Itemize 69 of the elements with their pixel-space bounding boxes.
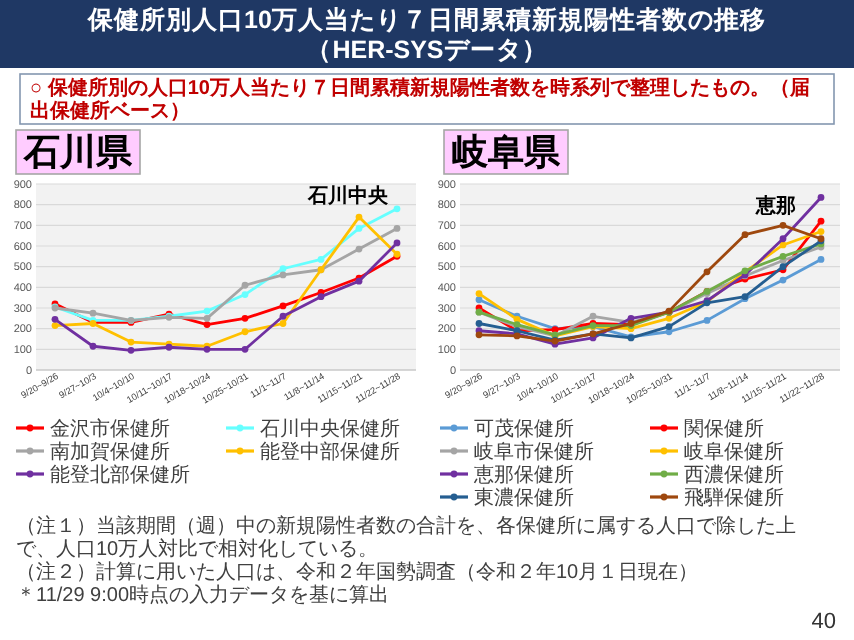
point (817, 217, 825, 225)
point (241, 328, 249, 336)
legend-label: 岐阜保健所 (684, 440, 784, 464)
point (203, 314, 211, 322)
point (203, 307, 211, 315)
point (127, 346, 135, 354)
annotation: 石川中央 (306, 184, 390, 208)
legend-label: 飛騨保健所 (684, 486, 784, 510)
point (127, 338, 135, 346)
point (279, 265, 287, 273)
point (279, 271, 287, 279)
point (51, 315, 59, 323)
point (817, 228, 825, 235)
point (393, 225, 401, 232)
legend-label: 関保健所 (684, 417, 764, 441)
legend-label: 可茂保健所 (474, 417, 574, 441)
point (475, 320, 483, 327)
legend-label: 西濃保健所 (684, 463, 784, 487)
point (393, 239, 401, 247)
legend-label: 石川中央保健所 (260, 417, 400, 441)
point (779, 221, 787, 229)
legend-label: 能登北部保健所 (50, 463, 190, 487)
point (475, 296, 483, 304)
point (355, 213, 363, 221)
text: ○ 保健所別の人口10万人当たり７日間累積新規陽性者数を時系列で整理したもの。（届出保健所ベース） (30, 76, 810, 123)
point (393, 205, 401, 213)
point (241, 314, 249, 322)
point (355, 245, 363, 253)
point (241, 345, 249, 353)
point (665, 323, 673, 330)
legend-label: 能登中部保健所 (260, 440, 400, 464)
legend-label: 南加賀保健所 (50, 440, 170, 464)
point (817, 256, 825, 263)
text: ＊11/29 9:00時点の入力データを基に算出 (16, 583, 390, 607)
legend-label: 恵那保健所 (472, 463, 574, 487)
chart-title: 石川県 (22, 132, 134, 172)
point (703, 317, 711, 324)
point (703, 268, 711, 276)
line-series (51, 239, 401, 354)
point (475, 290, 483, 297)
point (241, 281, 249, 289)
point (779, 241, 787, 249)
point (779, 252, 787, 260)
point (279, 302, 287, 310)
point (51, 322, 59, 329)
text: （注２）計算に用いた人口は、令和２年国勢調査（令和２年10月１日現在） (16, 560, 699, 584)
point (89, 342, 97, 350)
legend-label: 金沢市保健所 (50, 417, 170, 441)
point (317, 293, 325, 301)
legend-label: 東濃保健所 (474, 486, 574, 510)
point (279, 320, 287, 327)
point (779, 235, 787, 243)
point (589, 312, 597, 320)
annotation: 恵那 (754, 194, 796, 218)
point (241, 291, 249, 298)
text: （注１）当該期間（週）中の新規陽性者数の合計を、各保健所に属する人口で除した上で、人口10万人対比で相対化している。 (16, 514, 796, 561)
point (203, 321, 211, 328)
point (355, 225, 363, 232)
point (89, 309, 97, 317)
text: 保健所別人口10万人当たり７日間累積新規陽性者数の推移（HER-SYSデータ） (86, 4, 766, 64)
point (279, 312, 287, 320)
point (817, 194, 825, 201)
point (665, 314, 673, 322)
text: 40 (811, 610, 836, 634)
point (779, 276, 787, 284)
chart-title: 岐阜県 (452, 132, 562, 172)
point (741, 231, 749, 239)
point (317, 256, 325, 263)
legend-label: 岐阜市保健所 (474, 440, 594, 464)
